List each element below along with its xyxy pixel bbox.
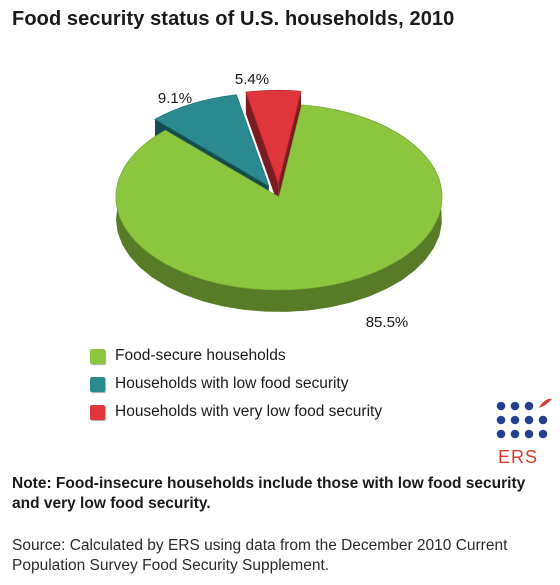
- chart-title: Food security status of U.S. households,…: [12, 8, 455, 30]
- logo-dot: [510, 429, 520, 439]
- pie-side-very-low-cut-0: [245, 92, 279, 206]
- legend-swatch: [90, 348, 105, 364]
- label-low: 9.1%: [158, 90, 192, 107]
- pie-slice-very-low: [245, 89, 302, 185]
- pie-slice-food-secure: [115, 104, 443, 291]
- legend-swatch: [90, 404, 105, 420]
- legend-swatch: [90, 376, 105, 392]
- pie-labels: 85.5% 9.1% 5.4%: [158, 71, 408, 331]
- logo-dot: [524, 429, 534, 439]
- logo-dot: [538, 429, 548, 439]
- legend-label: Households with very low food security: [115, 403, 383, 420]
- legend: Food-secure households Households with lo…: [90, 342, 382, 426]
- logo-dot: [524, 401, 534, 411]
- logo-dot: [538, 415, 548, 425]
- legend-item-very-low: Households with very low food security: [90, 398, 382, 426]
- logo-dot: [496, 401, 506, 411]
- label-food-secure: 85.5%: [366, 314, 409, 331]
- logo-dot: [524, 415, 534, 425]
- logo-dot: [510, 415, 520, 425]
- logo-leaf-icon: [539, 398, 552, 408]
- legend-label: Food-secure households: [115, 347, 286, 364]
- legend-label: Households with low food security: [115, 375, 349, 392]
- ers-logo: [496, 398, 552, 439]
- logo-dot: [496, 429, 506, 439]
- pie-tops: [115, 89, 443, 291]
- chart-note: Note: Food-insecure households include t…: [12, 475, 526, 512]
- chart-source: Source: Calculated by ERS using data fro…: [12, 537, 508, 574]
- pie-chart: 85.5% 9.1% 5.4%: [115, 71, 443, 331]
- legend-item-food-secure: Food-secure households: [90, 342, 382, 370]
- ers-logo-text: ERS: [498, 447, 539, 467]
- pie-slice-low: [154, 94, 270, 187]
- legend-item-low: Households with low food security: [90, 370, 382, 398]
- label-very-low: 5.4%: [235, 71, 269, 88]
- logo-dot: [496, 415, 506, 425]
- logo-dot: [510, 401, 520, 411]
